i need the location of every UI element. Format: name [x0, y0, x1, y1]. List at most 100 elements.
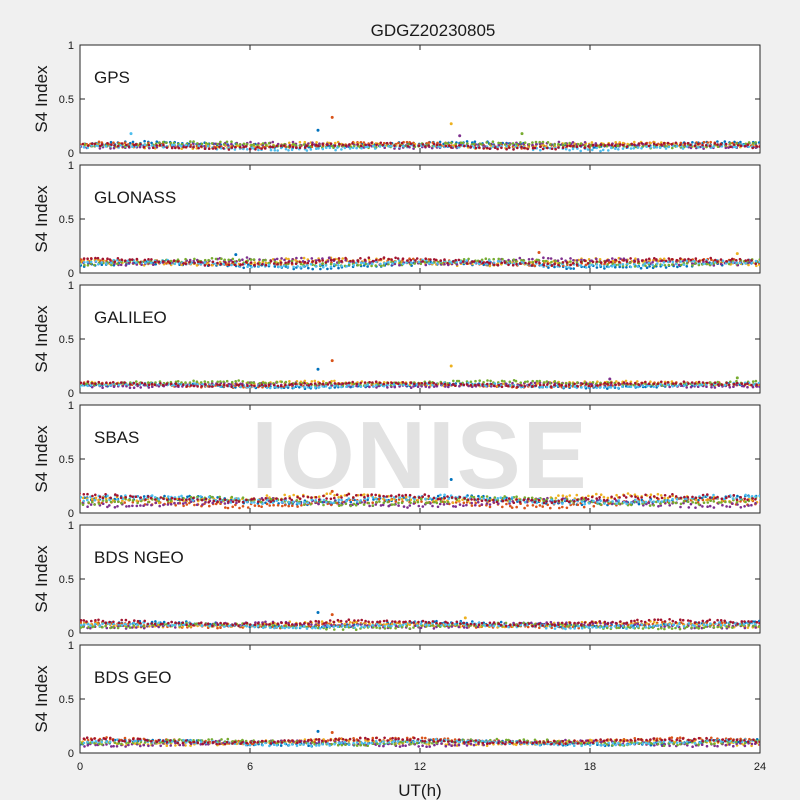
- data-point: [522, 259, 526, 262]
- data-point: [738, 261, 742, 265]
- data-point: [572, 503, 575, 506]
- data-point: [446, 261, 449, 265]
- data-point: [341, 257, 345, 260]
- data-point: [318, 259, 321, 262]
- data-point: [393, 262, 397, 266]
- data-point: [641, 384, 645, 388]
- data-point: [568, 148, 571, 152]
- data-point: [235, 501, 238, 505]
- data-point: [286, 265, 290, 268]
- data-point: [413, 500, 416, 503]
- data-point: [557, 140, 561, 144]
- data-point: [405, 140, 409, 144]
- data-point: [253, 504, 257, 507]
- data-point: [234, 386, 237, 389]
- data-point: [340, 264, 343, 268]
- data-point: [405, 261, 408, 264]
- data-point: [132, 386, 136, 390]
- data-point: [455, 263, 459, 266]
- data-point: [174, 380, 178, 384]
- data-point: [658, 146, 662, 149]
- data-point: [492, 257, 496, 261]
- data-point: [204, 141, 208, 145]
- data-point: [560, 383, 563, 387]
- data-point: [519, 141, 522, 144]
- data-point: [222, 143, 226, 146]
- data-point: [379, 257, 383, 261]
- data-point: [224, 506, 227, 509]
- data-point: [364, 143, 367, 146]
- data-point: [374, 503, 378, 506]
- data-point: [172, 259, 176, 263]
- data-point: [163, 494, 166, 498]
- data-point: [390, 144, 393, 148]
- data-point: [546, 257, 550, 260]
- y-tick-label: 0.5: [59, 334, 74, 346]
- data-point: [368, 381, 371, 384]
- data-point: [182, 383, 185, 387]
- data-point: [364, 145, 368, 149]
- data-point: [652, 145, 656, 149]
- data-point: [169, 503, 173, 506]
- data-point: [366, 496, 370, 500]
- data-point: [91, 500, 94, 504]
- data-point: [488, 505, 492, 509]
- data-point: [120, 381, 123, 384]
- data-point: [287, 257, 290, 261]
- data-point: [712, 500, 716, 503]
- data-point: [432, 385, 436, 388]
- data-point: [355, 261, 358, 265]
- data-points: [80, 359, 760, 391]
- data-point: [367, 501, 371, 505]
- data-point: [625, 502, 628, 506]
- data-point: [435, 143, 439, 147]
- data-point: [697, 146, 700, 149]
- data-point: [644, 142, 648, 145]
- data-point: [290, 382, 294, 386]
- data-point: [550, 498, 553, 502]
- data-point: [241, 380, 245, 383]
- data-point-outlier: [458, 134, 462, 138]
- data-point: [298, 260, 302, 264]
- data-point: [409, 386, 413, 390]
- data-point: [533, 264, 537, 268]
- data-point: [712, 145, 715, 148]
- data-point: [161, 383, 165, 387]
- data-point: [214, 147, 217, 150]
- data-point: [541, 505, 544, 508]
- data-point: [757, 141, 760, 144]
- data-point: [557, 383, 561, 386]
- data-point: [276, 263, 279, 266]
- data-point: [307, 384, 311, 387]
- data-point: [697, 503, 701, 506]
- data-point: [708, 504, 712, 508]
- data-point: [409, 498, 413, 502]
- data-point: [389, 141, 392, 145]
- data-point: [174, 146, 177, 150]
- data-point: [716, 145, 720, 148]
- data-point: [690, 381, 694, 384]
- data-point: [515, 495, 518, 499]
- data-point: [109, 496, 112, 500]
- data-point: [694, 257, 698, 260]
- data-point: [269, 260, 273, 263]
- data-point: [105, 381, 108, 385]
- data-point: [659, 494, 663, 497]
- data-point: [296, 501, 299, 505]
- data-point: [227, 144, 230, 147]
- data-point: [108, 498, 111, 502]
- data-point: [488, 143, 492, 146]
- data-point: [253, 263, 256, 267]
- data-point: [281, 504, 284, 508]
- data-point-outlier: [316, 128, 320, 132]
- data-point: [150, 382, 154, 386]
- data-point: [561, 146, 565, 149]
- data-point: [694, 506, 697, 510]
- data-point: [649, 380, 652, 384]
- data-point: [111, 381, 115, 384]
- data-point: [651, 261, 654, 264]
- data-point: [554, 147, 557, 151]
- data-point: [594, 142, 598, 145]
